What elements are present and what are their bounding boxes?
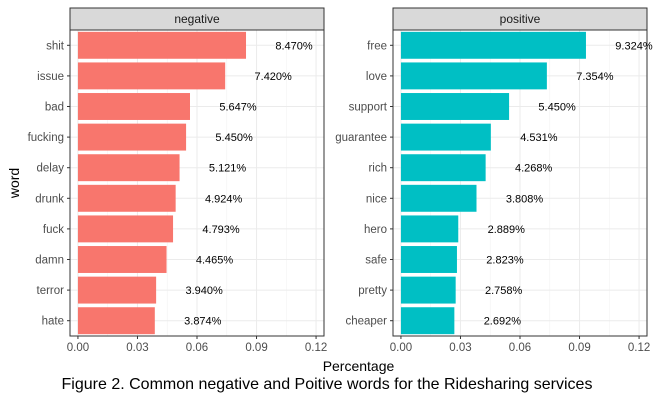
bar [400, 307, 455, 335]
y-tick-label: hero [364, 224, 387, 236]
x-tick-label: 0.12 [628, 342, 650, 354]
y-tick-label: safe [365, 255, 387, 267]
data-label: 2.889% [488, 224, 526, 236]
bar [77, 246, 167, 273]
x-tick-label: 0.12 [305, 342, 327, 354]
x-tick-label: 0.00 [67, 342, 89, 354]
data-label: 8.470% [275, 40, 313, 52]
data-label: 3.874% [184, 316, 222, 328]
data-label: 4.924% [205, 193, 243, 205]
figure-caption: Figure 2. Common negative and Poitive wo… [61, 376, 593, 393]
y-tick-label: support [349, 102, 388, 114]
x-tick-label: 0.06 [186, 342, 208, 354]
data-label: 7.354% [576, 71, 614, 83]
data-label: 4.793% [202, 224, 240, 236]
data-label: 3.940% [185, 285, 223, 297]
data-label: 2.758% [485, 285, 523, 297]
y-tick-label: pretty [358, 285, 387, 297]
y-tick-label: fuck [43, 224, 64, 236]
bar [400, 62, 547, 90]
y-tick-label: damn [35, 255, 64, 267]
y-tick-label: cheaper [345, 316, 387, 328]
y-tick-label: rich [368, 163, 387, 175]
data-label: 4.531% [520, 132, 558, 144]
bar [77, 154, 180, 182]
bar [400, 276, 456, 304]
y-tick-label: hate [42, 316, 64, 328]
bar [400, 123, 491, 151]
bar [77, 184, 176, 212]
y-tick-label: issue [37, 71, 64, 83]
y-tick-label: guarantee [335, 132, 387, 144]
facet-strip-label: positive [500, 12, 541, 26]
y-tick-label: free [367, 40, 387, 52]
bar [400, 215, 459, 243]
bar [400, 93, 510, 120]
y-tick-label: drunk [35, 193, 64, 205]
x-tick-label: 0.09 [568, 342, 590, 354]
x-tick-label: 0.09 [245, 342, 267, 354]
bar [400, 31, 586, 59]
y-tick-label: love [366, 71, 387, 83]
data-label: 2.692% [484, 316, 522, 328]
bar [77, 62, 226, 90]
y-axis-title: word [6, 168, 22, 199]
y-tick-label: bad [45, 102, 64, 114]
y-tick-label: delay [37, 163, 65, 175]
faceted-bar-chart: negative 8.470% 7.420% 5.647% 5.450% 5.121% 4.… [6, 7, 653, 374]
facet-strip-label: negative [174, 12, 220, 26]
data-label: 4.268% [515, 163, 553, 175]
bar [77, 31, 247, 59]
data-label: 5.450% [538, 102, 576, 114]
data-label: 7.420% [255, 71, 293, 83]
data-label: 3.808% [506, 193, 544, 205]
x-tick-label: 0.06 [509, 342, 531, 354]
y-tick-label: terror [37, 285, 65, 297]
y-tick-label: fucking [28, 132, 64, 144]
bar [77, 276, 157, 304]
x-tick-label: 0.03 [126, 342, 148, 354]
bar [77, 215, 174, 243]
x-axis-title: Percentage [323, 358, 395, 374]
data-label: 5.647% [219, 102, 257, 114]
bar [77, 123, 187, 151]
x-tick-label: 0.00 [390, 342, 412, 354]
bar [77, 307, 155, 335]
bar [77, 93, 190, 120]
bar [400, 184, 477, 212]
bar [400, 154, 486, 182]
data-label: 2.823% [486, 255, 524, 267]
data-label: 4.465% [196, 255, 234, 267]
y-tick-label: nice [366, 193, 387, 205]
x-tick-label: 0.03 [449, 342, 471, 354]
y-tick-label: shit [46, 40, 65, 52]
data-label: 9.324% [615, 40, 653, 52]
data-label: 5.121% [209, 163, 247, 175]
data-label: 5.450% [215, 132, 253, 144]
bar [400, 246, 457, 273]
